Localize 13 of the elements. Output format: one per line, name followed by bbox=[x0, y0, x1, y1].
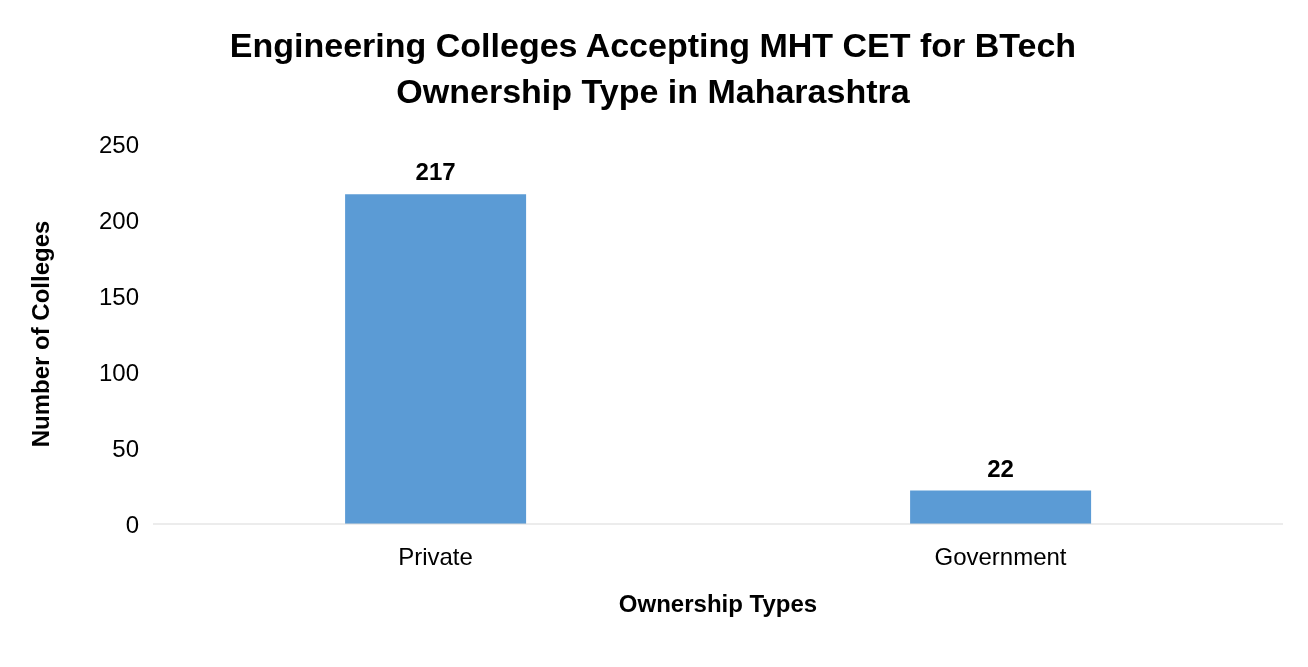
y-axis-title: Number of Colleges bbox=[26, 220, 54, 448]
x-tick-label: Government bbox=[934, 543, 1067, 571]
y-tick-label: 0 bbox=[125, 510, 139, 538]
chart-title: Engineering Colleges Accepting MHT CET for BTech Ownership Type in Maharashtra bbox=[228, 25, 1078, 112]
y-tick-label: 50 bbox=[112, 434, 139, 462]
x-tick-label: Private bbox=[398, 543, 473, 571]
data-label: 22 bbox=[987, 454, 1014, 482]
y-tick-label: 250 bbox=[98, 130, 139, 158]
y-tick-label: 200 bbox=[98, 206, 139, 234]
data-label: 217 bbox=[415, 158, 456, 186]
x-axis-title: Ownership Types bbox=[618, 590, 818, 617]
y-tick-label: 150 bbox=[98, 282, 139, 310]
y-tick-label: 100 bbox=[98, 358, 139, 386]
